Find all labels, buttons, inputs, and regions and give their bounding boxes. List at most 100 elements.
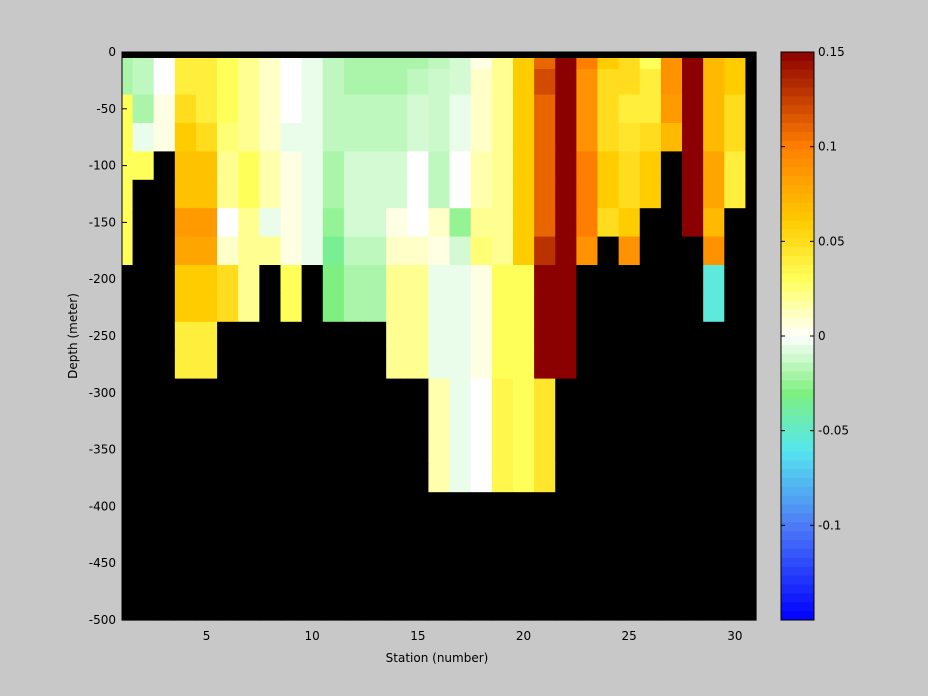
heatmap-cell bbox=[597, 69, 620, 96]
heatmap-cell bbox=[745, 179, 757, 209]
colorbar-ticks: 0.15 0.1 0.05 0 -0.05 -0.1 bbox=[781, 45, 849, 532]
heatmap-cell bbox=[576, 293, 599, 323]
heatmap-cell bbox=[660, 435, 683, 465]
colorbar-swatch bbox=[781, 398, 814, 408]
colorbar-swatch bbox=[781, 282, 814, 293]
colorbar-tick-label: 0.1 bbox=[818, 140, 837, 154]
heatmap-cell bbox=[449, 350, 472, 380]
heatmap-cell bbox=[301, 94, 324, 124]
heatmap-cell bbox=[555, 435, 577, 465]
heatmap-cell bbox=[512, 208, 535, 238]
heatmap-cell bbox=[618, 321, 641, 351]
heatmap-cell bbox=[259, 265, 282, 294]
heatmap-cell bbox=[343, 123, 366, 152]
heatmap-cell bbox=[470, 236, 493, 266]
heatmap-cell bbox=[343, 151, 366, 181]
colorbar-swatch bbox=[781, 486, 814, 497]
heatmap-cell bbox=[386, 350, 408, 380]
colorbar-swatch bbox=[781, 504, 814, 515]
heatmap-cell bbox=[724, 378, 747, 408]
heatmap-cell bbox=[195, 378, 218, 408]
heatmap-cell bbox=[217, 407, 239, 436]
heatmap-cell bbox=[259, 435, 282, 465]
heatmap-cell bbox=[491, 463, 514, 493]
heatmap-cell bbox=[724, 350, 747, 380]
heatmap-cell bbox=[238, 123, 260, 152]
heatmap-cell bbox=[555, 208, 577, 238]
heatmap-cell bbox=[365, 463, 387, 493]
heatmap-cell bbox=[470, 69, 493, 96]
heatmap-cell bbox=[597, 350, 620, 380]
heatmap-cell bbox=[597, 321, 620, 351]
heatmap-cell bbox=[745, 293, 757, 323]
heatmap-cell bbox=[301, 69, 324, 96]
heatmap-cell bbox=[703, 208, 725, 238]
colorbar-swatch bbox=[781, 407, 814, 417]
heatmap-cell bbox=[597, 151, 620, 181]
heatmap-cell bbox=[534, 378, 556, 408]
x-tick-label: 20 bbox=[516, 629, 531, 643]
heatmap-cell bbox=[174, 463, 197, 493]
heatmap-cell bbox=[132, 151, 155, 181]
heatmap-cell bbox=[280, 236, 303, 266]
heatmap-cell bbox=[724, 94, 747, 124]
colorbar-swatch bbox=[781, 131, 814, 142]
heatmap-cell bbox=[132, 463, 155, 493]
heatmap-cell bbox=[365, 94, 387, 124]
heatmap-cell bbox=[407, 265, 430, 294]
heatmap-cell bbox=[238, 492, 260, 621]
heatmap-cell bbox=[682, 179, 704, 209]
heatmap-cell bbox=[322, 208, 345, 238]
colorbar-swatch bbox=[781, 140, 814, 151]
heatmap-cell bbox=[238, 236, 260, 266]
heatmap-cell bbox=[682, 378, 704, 408]
y-tick-label: -400 bbox=[89, 499, 116, 513]
heatmap-cell bbox=[386, 265, 408, 294]
heatmap-cell bbox=[280, 293, 303, 323]
heatmap-cell bbox=[618, 151, 641, 181]
colorbar-swatch bbox=[781, 602, 814, 612]
heatmap-cell bbox=[639, 94, 662, 124]
heatmap-cell bbox=[682, 123, 704, 152]
heatmap-cell bbox=[618, 293, 641, 323]
heatmap-cell bbox=[660, 123, 683, 152]
heatmap-cell bbox=[122, 350, 134, 380]
colorbar-swatch bbox=[781, 327, 814, 337]
heatmap-cell bbox=[534, 265, 556, 294]
heatmap-cell bbox=[512, 123, 535, 152]
colorbar-swatch bbox=[781, 495, 814, 506]
heatmap-cell bbox=[597, 265, 620, 294]
colorbar-swatch bbox=[781, 247, 814, 257]
heatmap-cell bbox=[534, 293, 556, 323]
heatmap-cell bbox=[301, 492, 324, 621]
heatmap-cell bbox=[555, 123, 577, 152]
heatmap-cell bbox=[322, 236, 345, 266]
heatmap-cell bbox=[122, 407, 134, 436]
heatmap-cell bbox=[512, 265, 535, 294]
heatmap-cell bbox=[491, 69, 514, 96]
heatmap-cell bbox=[724, 265, 747, 294]
heatmap-cell bbox=[597, 492, 620, 621]
colorbar-swatch bbox=[781, 389, 814, 399]
colorbar-tick-label: -0.1 bbox=[818, 518, 841, 532]
heatmap-cell bbox=[280, 378, 303, 408]
heatmap-cell bbox=[618, 69, 641, 96]
colorbar-swatch bbox=[781, 176, 814, 186]
heatmap-cell bbox=[386, 463, 408, 493]
heatmap-cell bbox=[660, 350, 683, 380]
heatmap-cell bbox=[639, 321, 662, 351]
colorbar-swatch bbox=[781, 469, 814, 479]
heatmap-cell bbox=[217, 179, 239, 209]
heatmap-cell bbox=[217, 151, 239, 181]
heatmap-cell bbox=[132, 208, 155, 238]
heatmap-cell bbox=[386, 236, 408, 266]
y-tick-label: -100 bbox=[89, 159, 116, 173]
heatmap-cell bbox=[660, 236, 683, 266]
heatmap-cell bbox=[470, 407, 493, 436]
heatmap-cell bbox=[618, 179, 641, 209]
colorbar-swatch bbox=[781, 167, 814, 177]
heatmap-cell bbox=[153, 350, 176, 380]
heatmap-cell bbox=[153, 321, 176, 351]
heatmap-cell bbox=[555, 179, 577, 209]
heatmap-cell bbox=[428, 350, 451, 380]
